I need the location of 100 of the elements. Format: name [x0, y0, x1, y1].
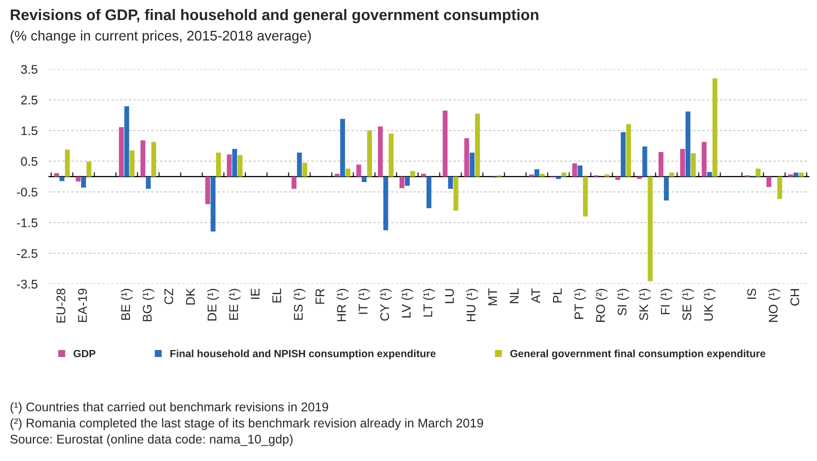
chart-title: Revisions of GDP, final household and general government consumption — [10, 8, 538, 24]
bar — [210, 176, 216, 232]
chart-subtitle: (% change in current prices, 2015-2018 average) — [10, 30, 311, 44]
x-tick-label: IE — [250, 288, 260, 299]
y-tick-label: -1.5 — [16, 218, 38, 228]
x-tick-label: EE (¹) — [228, 288, 240, 320]
bar — [226, 154, 232, 177]
bar — [626, 124, 632, 177]
bar — [81, 176, 86, 188]
bar — [238, 155, 242, 177]
x-tick-label: NL — [510, 288, 518, 304]
y-tick-label: 3.5 — [21, 64, 38, 74]
x-tick-label: BG (¹) — [142, 288, 154, 322]
bar — [302, 162, 308, 177]
legend-label: General government final consumption expenditure — [510, 350, 766, 360]
x-tick-label: HU (¹) — [466, 288, 478, 322]
bar — [362, 176, 367, 182]
bar — [620, 132, 626, 177]
bar — [582, 176, 588, 216]
x-tick-label: SK (¹) — [638, 288, 651, 320]
bar — [151, 142, 156, 177]
x-tick-label: IS — [747, 288, 756, 299]
bar — [766, 176, 772, 187]
bar — [404, 176, 410, 186]
bar — [702, 142, 707, 177]
bar — [470, 152, 475, 177]
bar — [798, 172, 804, 177]
x-tick-label: LT (¹) — [423, 288, 435, 317]
y-tick-label: 1.5 — [21, 126, 38, 136]
bar — [383, 176, 388, 230]
bar — [664, 176, 669, 200]
bar — [232, 148, 238, 177]
bar — [367, 130, 372, 177]
bar — [442, 110, 448, 177]
x-tick-label: BE (¹) — [120, 288, 133, 320]
bar — [475, 114, 480, 177]
bar — [686, 112, 690, 177]
bar — [712, 78, 718, 177]
bar — [690, 153, 696, 177]
x-tick-label: CY (¹) — [380, 288, 392, 321]
bar — [658, 152, 664, 177]
text: (¹) Countries that carried out benchmark revisions in 2019 — [10, 402, 328, 414]
x-tick-label: CH — [790, 289, 800, 306]
x-tick-label: NO (¹) — [768, 288, 780, 322]
bar — [777, 176, 782, 199]
bar — [707, 172, 712, 177]
text: (²) Romania completed the last stage of its benchmark revision already in March 2019 — [10, 418, 484, 430]
bar — [76, 176, 81, 182]
x-tick-label: HR (¹) — [336, 288, 348, 322]
x-tick-label: IT (¹) — [358, 288, 370, 314]
x-tick-label: PT (¹) — [574, 288, 586, 319]
x-tick-label: DE (¹) — [207, 288, 219, 320]
bar — [561, 172, 566, 177]
bar — [130, 150, 135, 177]
bar — [453, 176, 458, 211]
bar — [410, 171, 416, 177]
bar — [346, 168, 350, 177]
bar — [636, 176, 642, 180]
bar — [648, 176, 653, 282]
bar — [604, 174, 610, 177]
bar — [140, 140, 146, 177]
bar — [529, 174, 534, 177]
source-note: Source: Eurostat (online data code: nama_10_gdp) — [10, 434, 293, 446]
x-tick-label: SI (¹) — [617, 288, 630, 316]
x-tick-label: FR — [316, 288, 324, 304]
bar — [793, 172, 798, 177]
bar — [388, 134, 394, 177]
bar — [556, 176, 561, 180]
y-tick-label: -0.5 — [16, 188, 38, 197]
bar — [534, 169, 540, 177]
x-tick-label: UK (¹) — [704, 288, 716, 320]
legend-label: GDP — [74, 350, 96, 358]
bar — [378, 126, 383, 177]
bar — [205, 176, 210, 204]
x-tick-label: AT — [531, 288, 540, 304]
bar — [54, 173, 60, 177]
y-tick-label: 2.5 — [21, 96, 38, 104]
bar — [216, 152, 221, 177]
bar — [572, 163, 578, 177]
bar — [64, 150, 70, 177]
bar — [448, 176, 453, 189]
bar — [642, 146, 648, 177]
bar — [356, 164, 362, 177]
bar — [400, 176, 404, 188]
bar — [118, 127, 124, 177]
bar — [60, 176, 64, 182]
bar — [788, 174, 793, 177]
bar — [464, 138, 470, 177]
bar — [86, 162, 92, 177]
x-tick-label: ES (¹) — [294, 288, 306, 320]
bar — [124, 106, 130, 177]
y-tick-label: -2.5 — [16, 249, 38, 258]
y-tick-label: -3.5 — [16, 280, 38, 289]
x-tick-label: SE (¹) — [682, 288, 694, 320]
bar — [292, 176, 296, 189]
legend-label: Final household and NPISH consumption expenditure — [170, 350, 436, 360]
bar — [756, 168, 761, 177]
bar — [421, 174, 426, 177]
bar — [615, 176, 620, 180]
bar — [578, 166, 582, 177]
